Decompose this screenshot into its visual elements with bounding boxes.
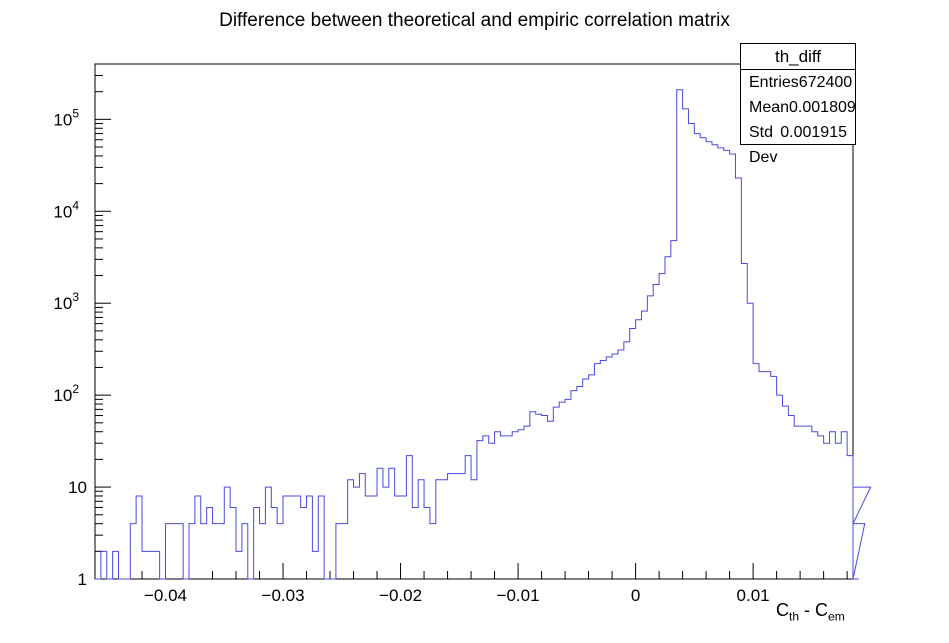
x-tick-label: 0 xyxy=(631,586,640,605)
stats-box: th_diff Entries 672400 Mean 0.001809 Std… xyxy=(740,43,856,166)
stats-value: 672400 xyxy=(798,74,853,91)
x-title-mid: - xyxy=(799,600,816,620)
y-tick-label: 105 xyxy=(53,106,79,129)
x-tick-label: 0.01 xyxy=(737,586,770,605)
stats-value: 0.001809 xyxy=(789,99,856,116)
x-title-sub2: em xyxy=(828,609,845,624)
stats-row-mean: Mean 0.001809 xyxy=(741,95,856,120)
stats-row-stddev: Std Dev 0.001915 xyxy=(741,120,855,166)
chart-title: Difference between theoretical and empir… xyxy=(219,10,730,31)
axis-tick-labels: −0.04 −0.03 −0.02 −0.01 0 0.01 1 10 102 103 104 105 xyxy=(53,106,769,605)
stats-label: Mean xyxy=(749,99,790,116)
y-tick-label: 10 xyxy=(68,478,87,497)
x-tick-label: −0.04 xyxy=(144,586,187,605)
y-tick-label: 103 xyxy=(53,290,79,313)
x-title-sub1: th xyxy=(789,609,800,624)
x-title-main: C xyxy=(776,600,789,620)
stats-label: Entries xyxy=(749,74,799,91)
histogram-line xyxy=(95,89,872,580)
y-tick-label: 104 xyxy=(53,198,79,221)
y-tick-label: 102 xyxy=(53,382,79,405)
axis-ticks xyxy=(94,63,848,580)
stats-label: Std Dev xyxy=(749,124,778,166)
x-title-main2: C xyxy=(815,600,829,620)
plot-frame xyxy=(94,63,854,580)
x-tick-label: −0.03 xyxy=(262,586,305,605)
x-tick-label: −0.02 xyxy=(379,586,422,605)
stats-name: th_diff xyxy=(741,44,855,70)
stats-value: 0.001915 xyxy=(780,124,847,141)
x-tick-label: −0.01 xyxy=(497,586,540,605)
y-tick-label: 1 xyxy=(78,570,87,589)
x-axis-title: Cth - Cem xyxy=(776,600,845,624)
stats-row-entries: Entries 672400 xyxy=(741,70,855,95)
